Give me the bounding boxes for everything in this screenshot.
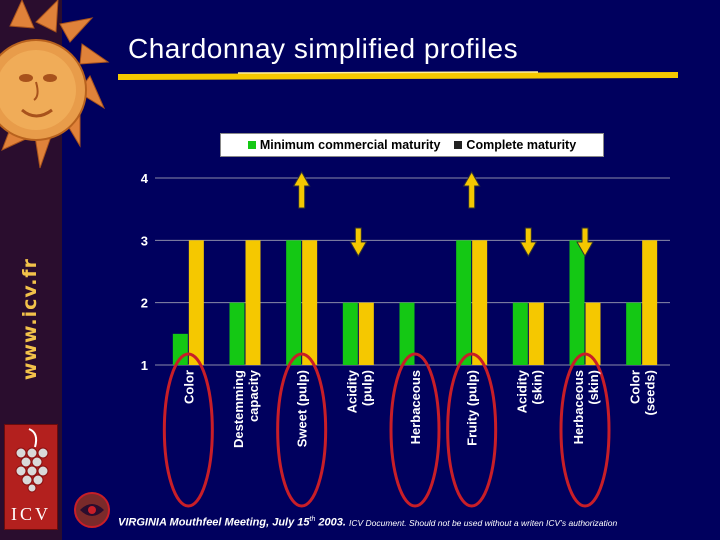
icv-logo: ICV [4, 424, 58, 530]
highlight-circle [276, 352, 328, 508]
footer: VIRGINIA Mouthfeel Meeting, July 15th 20… [118, 516, 617, 529]
footer-event-sup: th [309, 516, 316, 523]
bar-min [456, 240, 472, 365]
footer-note: ICV Document. Should not be used without… [348, 517, 618, 528]
legend-item-min: Minimum commercial maturity [247, 138, 441, 152]
arrow-down-icon [519, 227, 538, 258]
grape-icon [15, 428, 49, 493]
title-underline [118, 71, 678, 80]
bar-complete [528, 302, 544, 365]
y-tick-label: 2 [141, 296, 148, 311]
arrow-up-icon [462, 170, 481, 209]
y-tick-label: 3 [141, 233, 148, 248]
logo-text: ICV [11, 504, 51, 524]
y-tick-label: 1 [141, 358, 148, 373]
highlight-circle [389, 352, 441, 508]
bar-complete [585, 302, 601, 365]
highlight-circle [559, 352, 611, 508]
legend-item-complete: Complete maturity [454, 138, 576, 152]
bar-min [569, 240, 585, 365]
bar-min [172, 333, 188, 365]
bar-min [342, 302, 358, 365]
arrow-down-icon [576, 227, 594, 258]
bar-complete [302, 240, 318, 365]
legend-swatch-min [247, 141, 256, 149]
x-tick-label: Destemmingcapacity [231, 369, 261, 448]
x-tick-label: Herbaceous(skin) [571, 370, 601, 444]
x-tick-label: Acidity(skin) [514, 369, 544, 413]
bar-min [512, 302, 528, 365]
chart-legend: Minimum commercial maturity Complete mat… [220, 133, 604, 157]
bar-min [229, 302, 245, 365]
sun-logo-icon [0, 0, 110, 169]
bar-complete [472, 240, 488, 365]
legend-label-min: Minimum commercial maturity [259, 138, 441, 152]
footer-event: VIRGINIA Mouthfeel Meeting, July 15 [118, 516, 310, 529]
x-tick-label: Fruity (pulp) [465, 370, 480, 446]
bar-min [399, 302, 415, 365]
arrow-down-icon [349, 227, 368, 258]
y-tick-label: 4 [141, 171, 149, 186]
arrow-up-icon [292, 170, 311, 209]
highlight-circle [446, 352, 498, 508]
page-title: Chardonnay simplified profiles [128, 33, 519, 64]
legend-label-complete: Complete maturity [466, 138, 577, 152]
bar-complete [188, 240, 204, 365]
bar-complete [642, 240, 658, 365]
x-tick-label: Herbaceous [408, 370, 423, 444]
x-tick-label: Color(seeds) [628, 370, 658, 416]
x-tick-label: Color [181, 370, 196, 404]
footer-year: 2003. [315, 516, 346, 529]
sidebar-panel: www.icv.fr ICV [0, 0, 110, 540]
highlight-circle [162, 352, 214, 508]
bar-complete [358, 302, 374, 365]
bar-min [286, 240, 302, 365]
bar-min [626, 302, 642, 365]
x-tick-label: Sweet (pulp) [295, 370, 310, 447]
x-tick-label: Acidity(pulp) [344, 369, 374, 413]
bar-complete [245, 240, 261, 365]
legend-swatch-complete [454, 141, 463, 149]
meeting-logo-icon [74, 492, 110, 528]
